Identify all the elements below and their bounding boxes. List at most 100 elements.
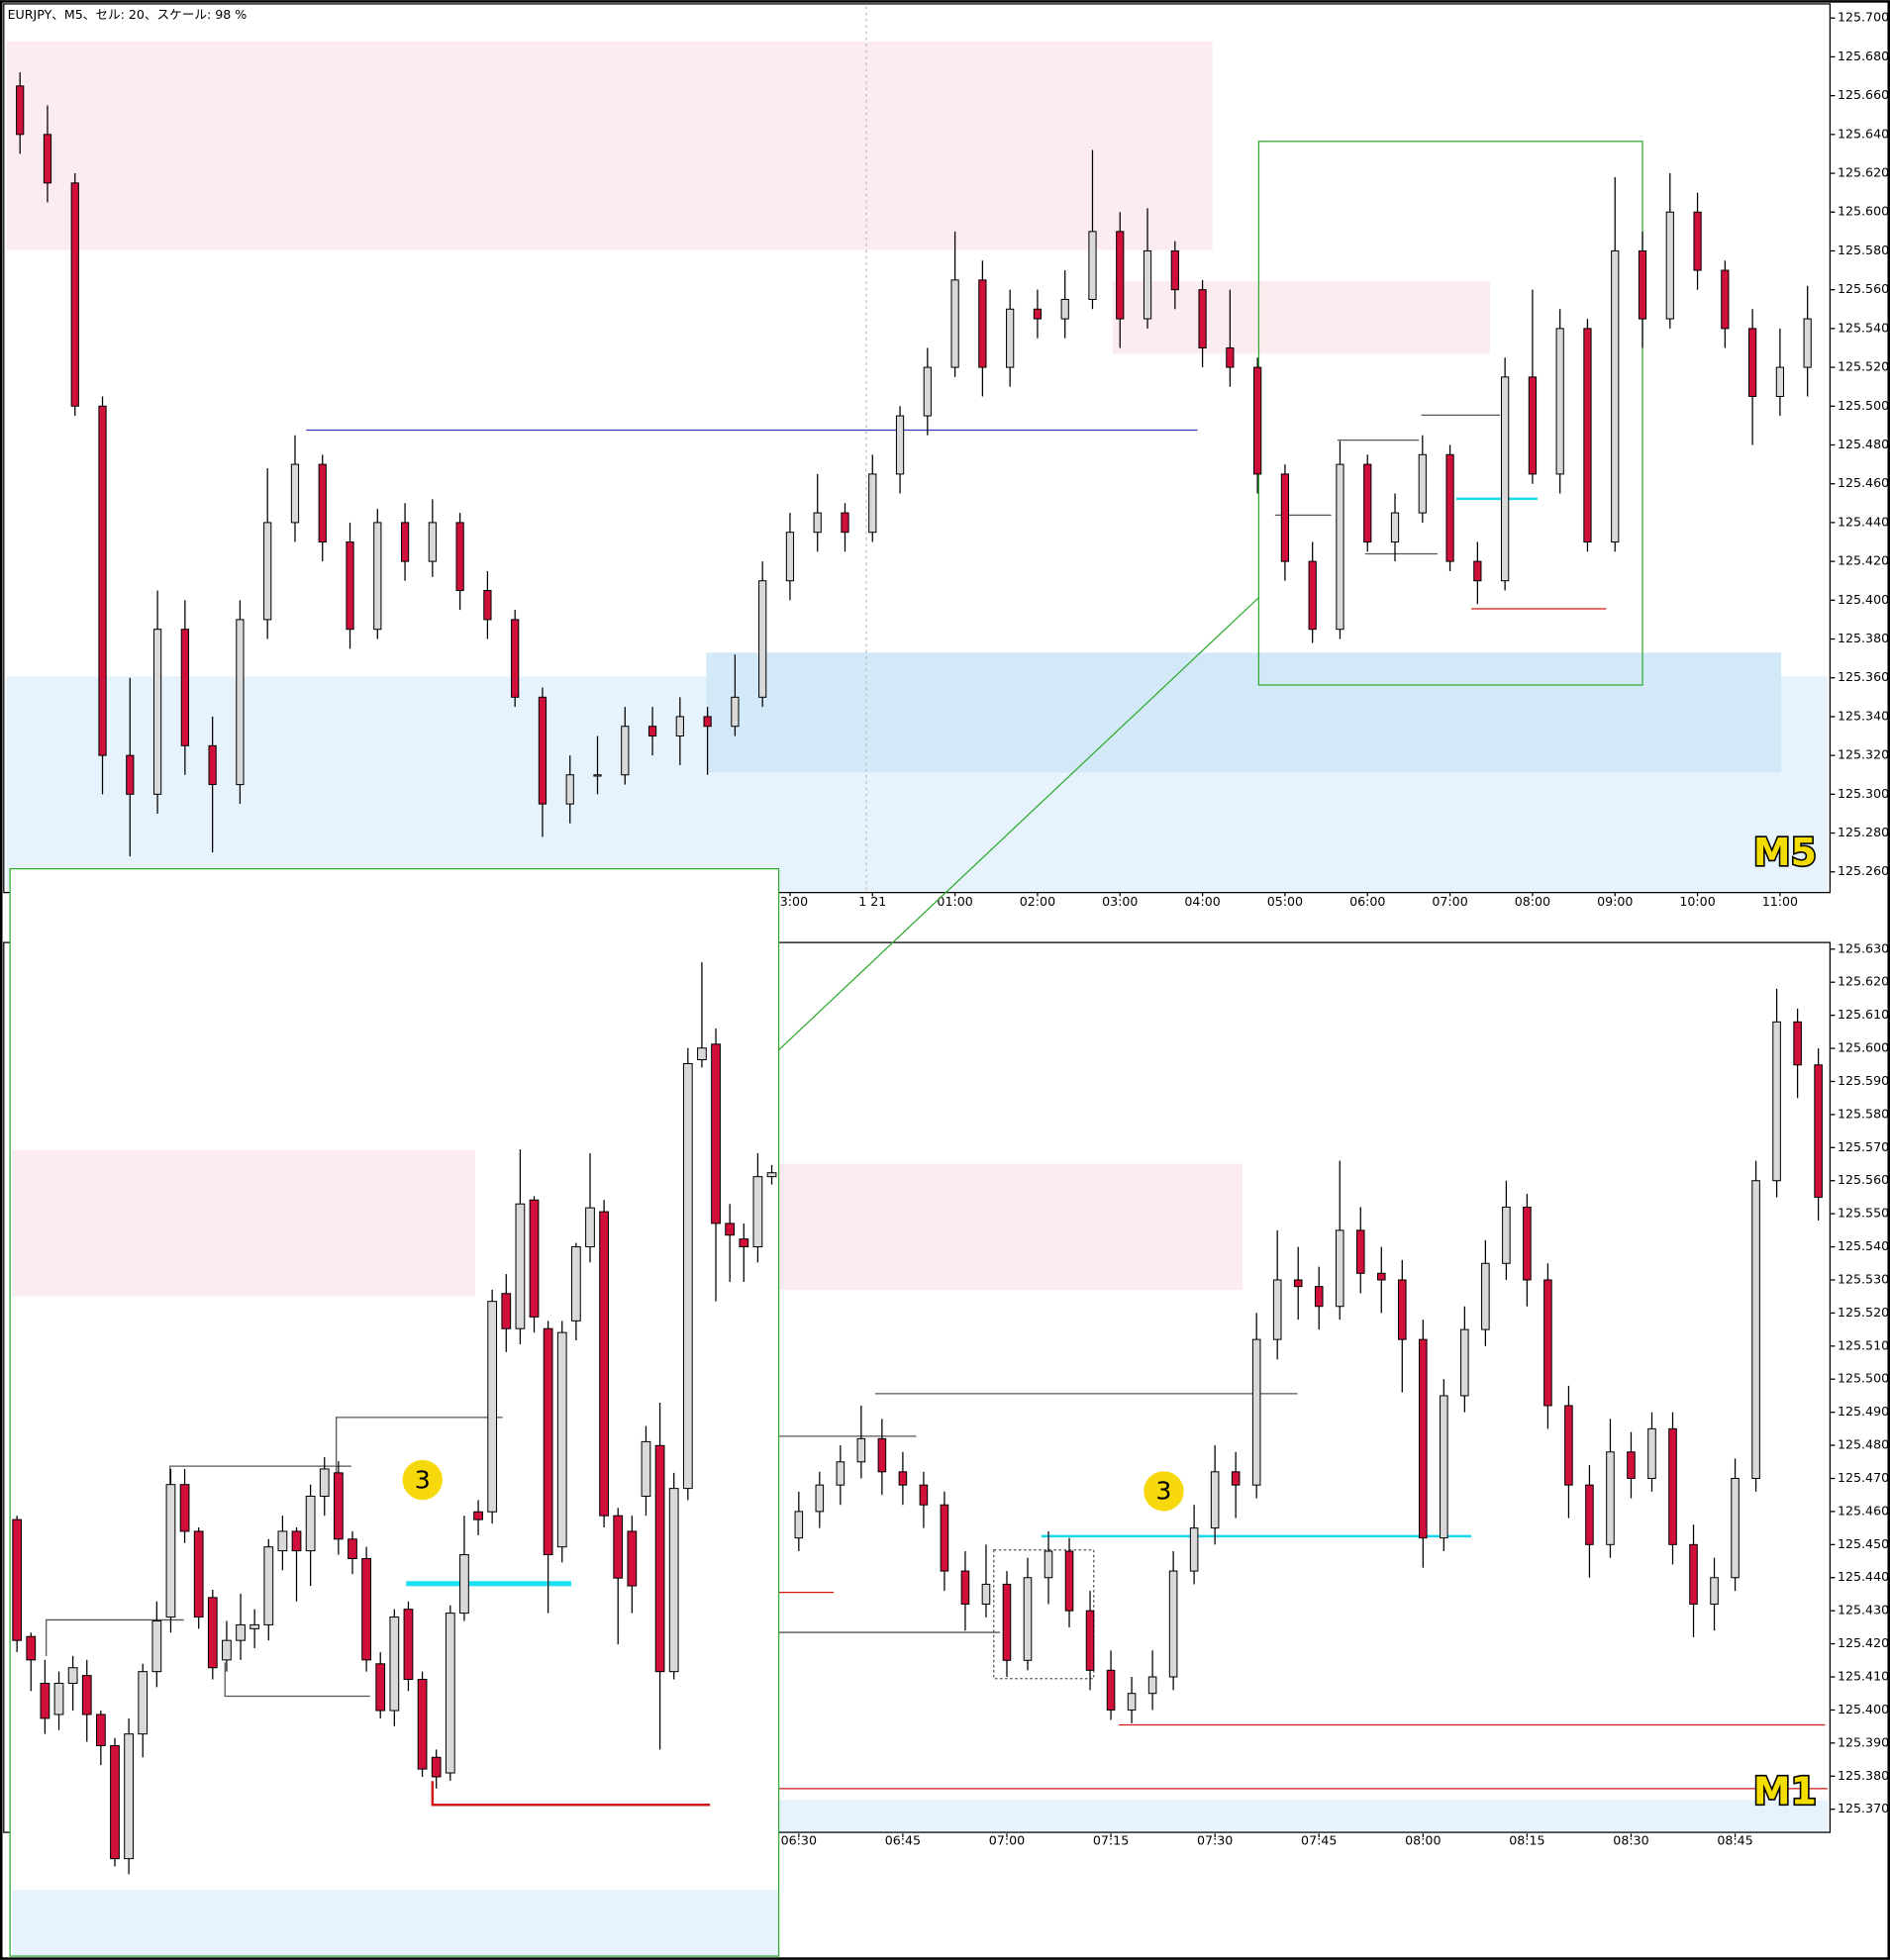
candle-body — [1523, 1206, 1532, 1281]
candle-body — [431, 1756, 442, 1778]
candle-body — [1543, 1279, 1552, 1407]
candle-body — [16, 85, 25, 136]
candle-body — [1793, 1021, 1802, 1066]
y-tick-label: 125.600 — [1838, 1040, 1889, 1055]
y-tick-label: 125.400 — [1838, 1702, 1889, 1716]
candle-body — [725, 1223, 736, 1236]
candle-body — [1355, 1229, 1365, 1274]
candle-body — [277, 1530, 288, 1552]
x-tick-label: 08:30 — [1613, 1832, 1648, 1847]
y-tick-label: 125.440 — [1838, 514, 1889, 529]
candle-body — [1748, 328, 1757, 397]
candle-body — [487, 1301, 498, 1513]
candle-body — [621, 726, 630, 776]
candle-body — [1147, 1676, 1157, 1695]
candle-body — [1398, 1279, 1407, 1340]
candle-body — [1127, 1693, 1137, 1711]
candle-body — [613, 1515, 624, 1579]
candle-body — [1168, 1570, 1178, 1678]
candle-body — [81, 1675, 92, 1715]
candle-body — [26, 1635, 37, 1661]
candle-body — [361, 1557, 371, 1661]
candle-body — [758, 580, 767, 698]
candle-body — [1665, 211, 1674, 320]
x-tick-label: 01:00 — [937, 894, 972, 909]
candle-body — [511, 619, 520, 698]
x-tick-label: 04:00 — [1184, 894, 1220, 909]
y-tick-label: 125.410 — [1838, 1669, 1889, 1684]
y-tick-label: 125.570 — [1838, 1139, 1889, 1154]
x-tick-label: 02:00 — [1020, 894, 1055, 909]
candle-body — [12, 1519, 23, 1641]
candle-body — [1170, 249, 1179, 291]
panel-frame — [3, 941, 1832, 1833]
candle-body — [403, 1609, 414, 1681]
x-tick-label: 11:00 — [1762, 894, 1798, 909]
candle-body — [647, 726, 657, 737]
candle-body — [593, 774, 602, 777]
candle-body — [1226, 346, 1235, 368]
candle-body — [1419, 1338, 1428, 1539]
candle-body — [543, 1327, 553, 1556]
candle-body — [1647, 1427, 1656, 1480]
candle-body — [556, 1331, 567, 1548]
candle-body — [565, 774, 574, 805]
y-tick-label: 125.540 — [1838, 320, 1889, 335]
level-line — [431, 1781, 711, 1807]
candle-body — [1023, 1577, 1033, 1661]
x-tick-label: 06:30 — [781, 1832, 817, 1847]
candle-body — [40, 1682, 50, 1719]
candle-body — [1772, 1021, 1781, 1182]
y-tick-label: 125.610 — [1838, 1007, 1889, 1022]
y-tick-label: 125.680 — [1838, 49, 1889, 63]
y-tick-label: 125.460 — [1838, 475, 1889, 490]
candle-body — [263, 522, 272, 621]
candle-body — [641, 1440, 651, 1497]
x-tick-label: 07:15 — [1093, 1832, 1129, 1847]
y-tick-label: 125.470 — [1838, 1470, 1889, 1485]
candle-body — [1336, 463, 1344, 631]
m5-panel: EURJPY、M5、セル: 20、スケール: 98 % M5 125.260 12… — [3, 3, 1889, 909]
x-tick-label: 23:00 — [772, 894, 808, 909]
candle-body — [813, 512, 822, 534]
candle-body — [1064, 1550, 1074, 1612]
inset-frame — [9, 868, 780, 1957]
candle-body — [1006, 308, 1015, 368]
y-tick-label: 125.630 — [1838, 940, 1889, 955]
candle-body — [585, 1207, 595, 1248]
y-tick-label: 125.620 — [1838, 165, 1889, 180]
x-tick-label: 1 21 — [858, 894, 886, 909]
candle-body — [1460, 1328, 1469, 1397]
candle-body — [1418, 453, 1427, 514]
candle-body — [1638, 249, 1647, 320]
y-tick-label: 125.660 — [1838, 87, 1889, 102]
y-tick-label: 125.420 — [1838, 1635, 1889, 1650]
candle-body — [1116, 231, 1125, 320]
annotation-marker — [402, 1459, 443, 1501]
timeframe-label: M1 — [1753, 1769, 1817, 1813]
candle-body — [785, 532, 795, 582]
candle-body — [165, 1484, 176, 1618]
y-tick-label: 125.380 — [1838, 1768, 1889, 1783]
y-tick-label: 125.300 — [1838, 786, 1889, 801]
candle-body — [1606, 1451, 1615, 1545]
supply-zone — [6, 41, 1213, 250]
candle-body — [1210, 1471, 1220, 1529]
candle-body — [346, 540, 354, 631]
candle-body — [1693, 211, 1702, 271]
candle-body — [1363, 463, 1372, 543]
candle-body — [151, 1619, 162, 1673]
annotation-marker — [1144, 1471, 1184, 1512]
y-tick-label: 125.510 — [1838, 1337, 1889, 1352]
candle-body — [1583, 328, 1592, 543]
y-tick-label: 125.520 — [1838, 359, 1889, 374]
inset-background — [10, 868, 779, 1957]
candle-body — [318, 463, 327, 543]
candle-body — [570, 1246, 581, 1322]
y-tick-label: 125.500 — [1838, 1371, 1889, 1386]
y-tick-label: 125.320 — [1838, 747, 1889, 762]
y-tick-label: 125.640 — [1838, 126, 1889, 141]
candle-body — [731, 696, 740, 728]
y-tick-label: 125.540 — [1838, 1238, 1889, 1253]
